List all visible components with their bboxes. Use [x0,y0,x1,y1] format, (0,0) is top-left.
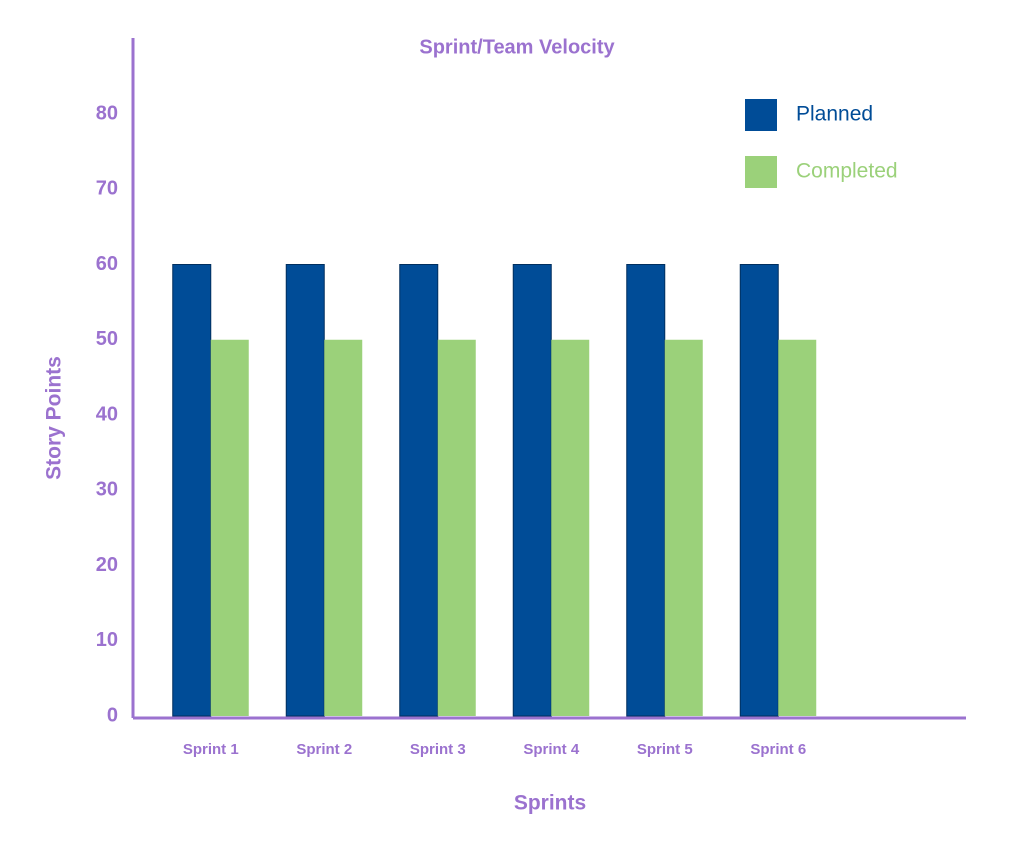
bar [664,339,703,716]
y-tick-label: 50 [96,328,118,350]
y-tick-label: 60 [96,253,118,275]
bar [210,339,249,716]
bar [172,264,212,717]
y-tick-label: 80 [96,102,118,124]
bar [437,339,476,716]
bar [285,264,325,717]
bar [778,339,817,716]
legend-swatch [745,99,777,131]
legend-swatch [745,156,777,188]
y-tick-label: 0 [107,704,118,726]
x-axis-title: Sprints [514,792,586,815]
bar [551,339,590,716]
bar [399,264,439,717]
x-tick-label: Sprint 4 [523,741,579,758]
x-tick-label: Sprint 5 [637,741,693,758]
x-tick-label: Sprint 3 [410,741,466,758]
y-tick-label: 40 [96,403,118,425]
chart-title: Sprint/Team Velocity [419,36,615,58]
y-tick-label: 10 [96,629,118,651]
bar [739,264,779,717]
y-tick-label: 20 [96,554,118,576]
y-axis-title: Story Points [43,356,66,480]
x-tick-label: Sprint 2 [296,741,352,758]
legend-label: Completed [796,160,898,183]
bar [626,264,666,717]
x-tick-label: Sprint 6 [750,741,806,758]
y-tick-label: 70 [96,178,118,200]
legend-label: Planned [796,103,873,126]
bar [512,264,552,717]
bar [324,339,363,716]
x-tick-label: Sprint 1 [183,741,239,758]
y-tick-label: 30 [96,479,118,501]
